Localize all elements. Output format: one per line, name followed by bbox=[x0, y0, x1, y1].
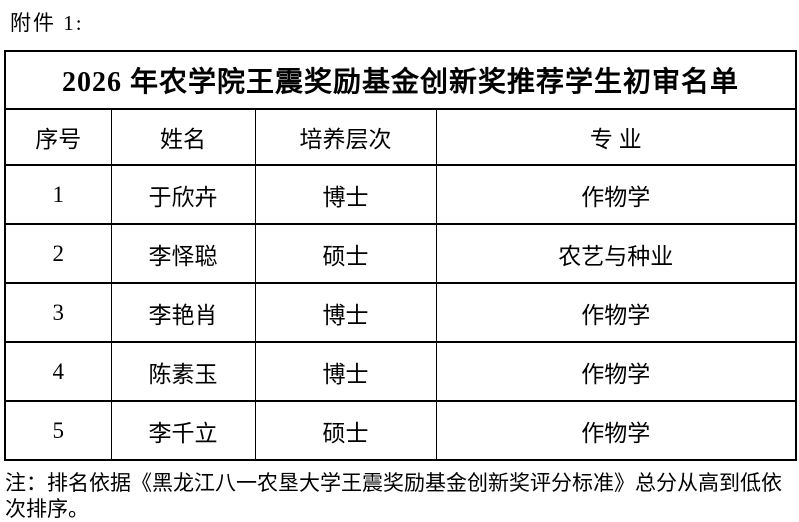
cell-no: 3 bbox=[4, 282, 112, 343]
cell-no: 2 bbox=[4, 223, 112, 284]
table-row: 1 于欣卉 博士 作物学 bbox=[4, 164, 797, 225]
table-header-row: 序号 姓名 培养层次 专 业 bbox=[4, 108, 797, 166]
cell-major: 农艺与种业 bbox=[435, 223, 797, 284]
table-title: 2026 年农学院王震奖励基金创新奖推荐学生初审名单 bbox=[4, 50, 797, 110]
table-row: 2 李怿聪 硕士 农艺与种业 bbox=[4, 223, 797, 284]
cell-major: 作物学 bbox=[435, 164, 797, 225]
col-header-major: 专 业 bbox=[435, 108, 797, 166]
cell-no: 5 bbox=[4, 400, 112, 461]
cell-name: 陈素玉 bbox=[110, 341, 256, 402]
table-row: 5 李千立 硕士 作物学 bbox=[4, 400, 797, 461]
cell-name: 李怿聪 bbox=[110, 223, 256, 284]
footnote: 注：排名依据《黑龙江八一农垦大学王震奖励基金创新奖评分标准》总分从高到低依次排序… bbox=[5, 471, 782, 521]
cell-major: 作物学 bbox=[435, 400, 797, 461]
table-title-row: 2026 年农学院王震奖励基金创新奖推荐学生初审名单 bbox=[4, 50, 797, 110]
cell-name: 李千立 bbox=[110, 400, 256, 461]
cell-name: 于欣卉 bbox=[110, 164, 256, 225]
cell-level: 博士 bbox=[254, 282, 437, 343]
attachment-label: 附件 1: bbox=[10, 11, 84, 35]
cell-level: 博士 bbox=[254, 164, 437, 225]
cell-level: 博士 bbox=[254, 341, 437, 402]
col-header-level: 培养层次 bbox=[254, 108, 437, 166]
cell-level: 硕士 bbox=[254, 400, 437, 461]
table-row: 3 李艳肖 博士 作物学 bbox=[4, 282, 797, 343]
cell-name: 李艳肖 bbox=[110, 282, 256, 343]
recommendation-table: 2026 年农学院王震奖励基金创新奖推荐学生初审名单 序号 姓名 培养层次 专 … bbox=[4, 50, 798, 461]
cell-level: 硕士 bbox=[254, 223, 437, 284]
cell-major: 作物学 bbox=[435, 282, 797, 343]
table-row: 4 陈素玉 博士 作物学 bbox=[4, 341, 797, 402]
cell-no: 1 bbox=[4, 164, 112, 225]
cell-no: 4 bbox=[4, 341, 112, 402]
col-header-no: 序号 bbox=[4, 108, 112, 166]
cell-major: 作物学 bbox=[435, 341, 797, 402]
col-header-name: 姓名 bbox=[110, 108, 256, 166]
